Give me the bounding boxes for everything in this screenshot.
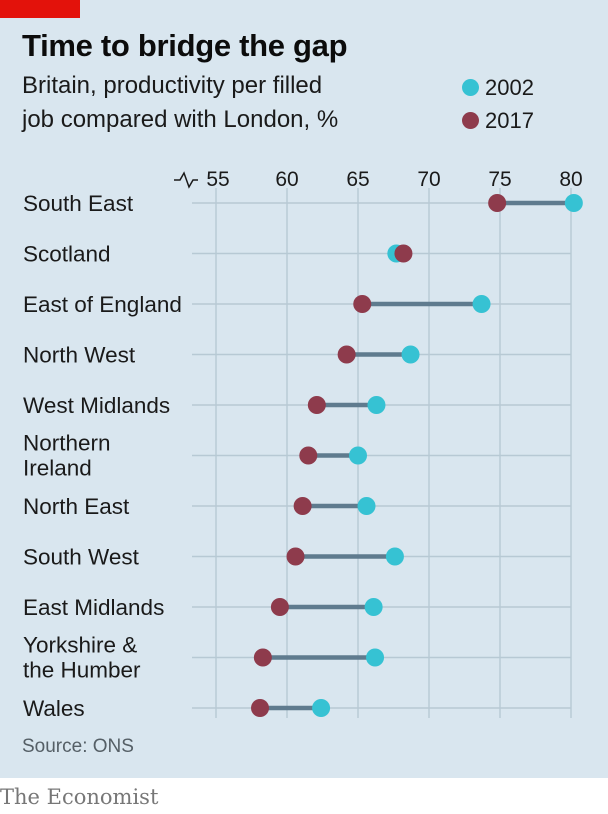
legend-label-2017: 2017 [485,108,534,133]
x-tick-label: 70 [417,168,440,191]
chart-subtitle-line-1: Britain, productivity per filled [22,72,323,99]
dot-2017 [286,547,305,566]
category-label: Yorkshire & the Humber [23,633,141,683]
x-tick-label: 80 [559,168,582,191]
category-label-line: West Midlands [23,393,170,418]
category-label: North East [23,494,130,519]
dot-2002 [364,598,383,616]
category-label-line: Scotland [23,242,111,267]
legend-item-2017: 2017 [462,108,534,133]
x-tick-label: 55 [206,168,229,191]
dot-2017 [307,396,326,414]
category-label-line: North West [23,343,136,368]
dot-2017 [251,699,270,717]
dot-2017 [253,648,272,667]
publisher-logo: The Economist [0,785,159,809]
legend-label-2002: 2002 [485,75,534,100]
category-label: North West [23,343,136,368]
category-label: East of England [23,292,182,317]
x-tick-label: 60 [275,168,298,191]
dot-2017 [293,497,312,515]
dot-2017 [337,345,356,364]
category-label-line: the Humber [23,658,141,683]
category-label: West Midlands [23,393,170,418]
chart-panel [0,0,608,778]
dot-2002 [357,497,376,515]
dot-2017 [270,598,289,616]
dumbbell-chart: 55 60 65 70 75 80 South East Scotland East of En… [23,168,583,721]
legend-swatch-2017 [462,111,479,129]
dot-2002 [401,345,420,364]
category-label-line: Ireland [23,456,92,481]
dot-2002 [312,699,331,717]
legend-item-2002: 2002 [462,75,534,100]
category-label: South East [23,191,134,216]
dot-2017 [299,446,318,465]
source-note: Source: ONS [22,736,134,757]
category-label: Scotland [23,242,111,267]
axis-break-icon [174,171,198,189]
dot-2002 [349,446,367,465]
category-label-line: Northern [23,431,111,456]
dot-2017 [488,194,507,212]
dot-2017 [353,295,372,313]
category-label: East Midlands [23,595,164,620]
brand-red-tag [0,0,80,18]
dot-2002 [472,295,491,313]
category-label-line: East of England [23,292,182,317]
category-label-line: North East [23,494,130,519]
legend-swatch-2002 [462,78,479,96]
category-label-line: East Midlands [23,595,164,620]
x-tick-label: 65 [346,168,369,191]
category-label: South West [23,545,140,570]
dot-2002 [367,396,386,414]
dot-2002 [366,648,385,667]
category-label-line: Wales [23,696,85,721]
category-label-line: South East [23,191,134,216]
dot-2002 [564,194,583,212]
chart-title: Time to bridge the gap [22,28,348,63]
category-label: Northern Ireland [23,431,111,481]
category-label-line: Yorkshire & [23,633,137,658]
dot-2002 [385,547,404,566]
x-tick-label: 75 [488,168,511,191]
category-label: Wales [23,696,85,721]
dot-2017 [394,244,413,263]
category-label-line: South West [23,545,140,570]
chart-subtitle-line-2: job compared with London, % [22,106,339,133]
